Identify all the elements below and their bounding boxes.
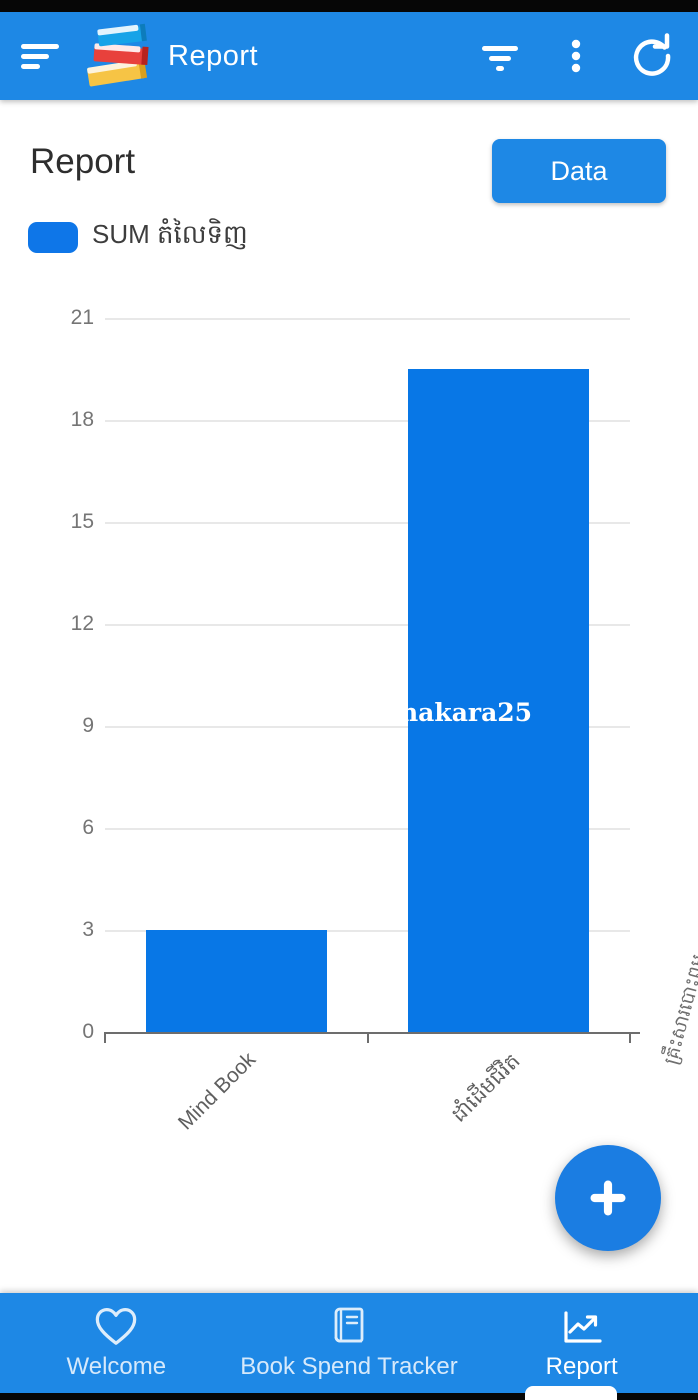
x-axis-label: Mind Book [174,1048,261,1135]
legend-label: SUM តំលៃទិញ [92,219,248,249]
chart-icon [559,1305,605,1349]
book-icon [327,1305,371,1349]
overflow-menu-icon[interactable] [550,30,602,82]
plus-icon [580,1170,636,1226]
app-bar: Report [0,12,698,100]
nav-item-book-spend-tracker[interactable]: Book Spend Tracker [233,1293,466,1393]
gesture-bar [0,1393,698,1400]
menu-icon[interactable] [14,30,66,82]
x-axis-label: ដាំដើមជីវិត [446,1049,525,1127]
nav-item-report[interactable]: Report [465,1293,698,1393]
nav-label-report: Report [545,1353,618,1380]
books-logo-icon [80,21,158,91]
bar-Mind Book[interactable] [145,930,327,1032]
chart-legend: SUM តំលៃទិញ [28,218,248,256]
nav-item-welcome[interactable]: Welcome [0,1293,233,1393]
refresh-icon[interactable] [626,30,678,82]
heart-icon [93,1305,139,1349]
nav-label-book-spend-tracker: Book Spend Tracker [240,1353,458,1380]
filter-icon[interactable] [474,30,526,82]
active-tab-indicator [525,1386,617,1400]
bar-chart: nakara25 0 3 6 9 12 15 18 21 Mind Book ដាំដើមជីវ… [0,280,698,1134]
watermark: nakara25 [400,698,533,727]
x-axis-line [104,1032,640,1034]
add-fab-button[interactable] [555,1145,661,1251]
nav-label-welcome: Welcome [66,1353,167,1380]
status-bar [0,0,698,12]
app-bar-title: Report [168,39,259,72]
legend-swatch [28,221,78,253]
bottom-nav: Welcome Book Spend Tracker [0,1293,698,1393]
bar-ដាំដើមជីវិត[interactable] [408,369,590,1032]
page-title: Report [30,142,136,181]
data-button[interactable]: Data [492,139,666,203]
